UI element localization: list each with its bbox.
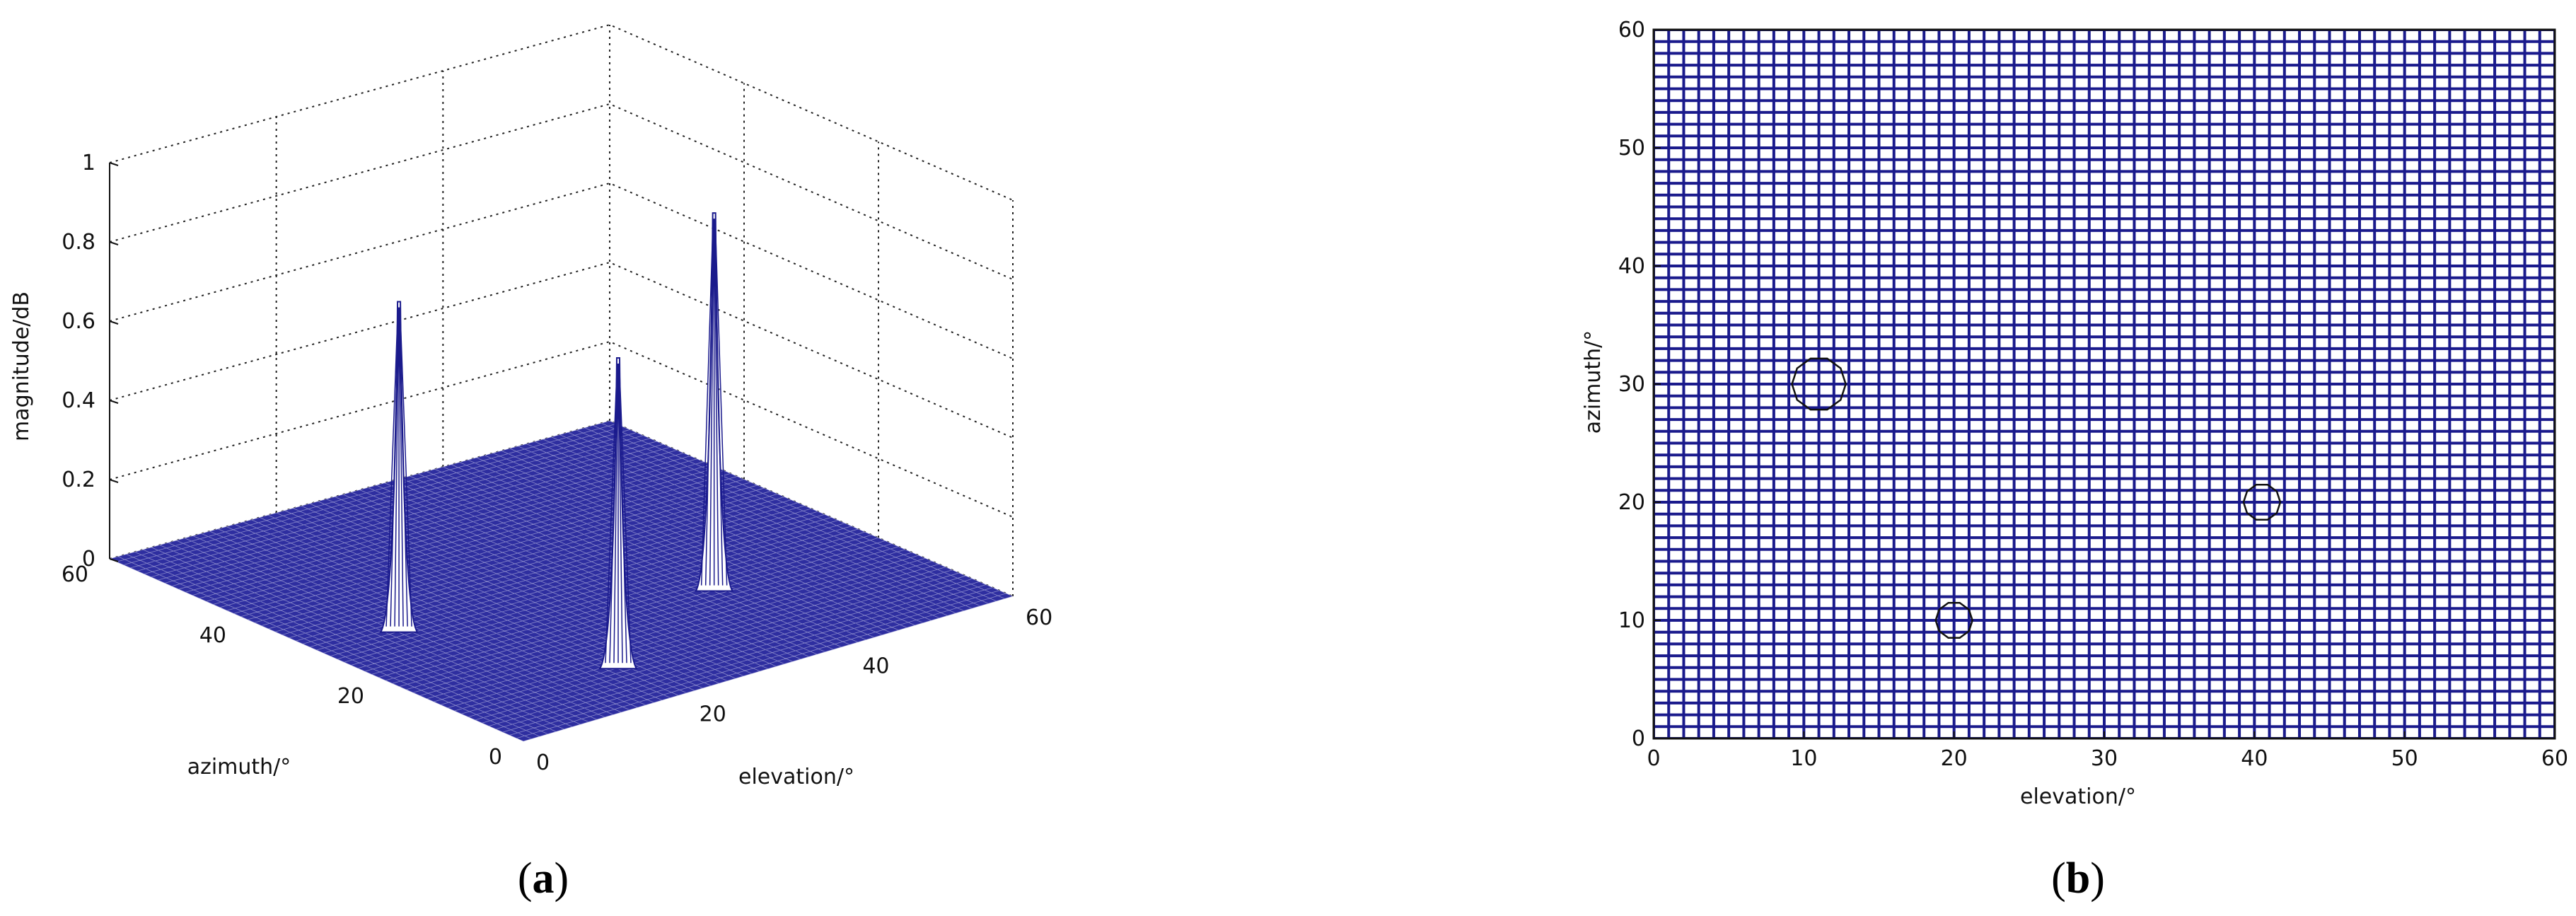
peak-mesh: [605, 363, 632, 663]
z-tick: [109, 241, 119, 245]
x-tick-label: 20: [337, 684, 364, 709]
z-tick-label: 0.8: [62, 230, 95, 255]
wall-grid-line-z: [109, 340, 1014, 518]
z-tick-label: 0.2: [62, 468, 95, 492]
markers-b: [1791, 357, 2282, 639]
y-axis-label-b: azimuth/°: [1581, 330, 1606, 434]
x-tick-label-b: 20: [1941, 746, 1968, 771]
y-tick-label: 20: [700, 702, 726, 727]
surface-floor: [110, 421, 1013, 741]
wall-grid-line-z: [109, 23, 1014, 201]
x-tick-label-b: 0: [1647, 746, 1660, 771]
y-tick-label-b: 30: [1618, 372, 1645, 397]
y-tick-label-b: 60: [1618, 18, 1645, 42]
x-tick-label: 60: [62, 562, 88, 587]
surface-peaks-a: [379, 212, 734, 670]
y-tick-label-b: 20: [1618, 490, 1645, 515]
z-tick: [109, 479, 119, 483]
x-tick-label-b: 10: [1790, 746, 1817, 771]
x-tick-label: 40: [199, 623, 226, 648]
x-tick-label-b: 60: [2541, 746, 2568, 771]
z-tick-label: 0.6: [62, 309, 95, 334]
surface-peak: [694, 212, 734, 592]
plot-area-b: [1654, 30, 2555, 738]
y-tick-label: 0: [536, 750, 550, 775]
z-tick: [109, 320, 119, 325]
y-tick-label: 60: [1026, 605, 1052, 630]
target-marker: [2242, 484, 2282, 521]
x-axis-label-a: azimuth/°: [187, 755, 291, 779]
z-axis-label-a: magnitude/dB: [9, 291, 34, 441]
z-tick: [109, 558, 119, 562]
target-marker: [1934, 602, 1973, 639]
ticks-b: 0 10 20 30 40 50 60 0 10 20 30 40 50 60: [1618, 18, 2568, 771]
wall-grid-line-z: [109, 103, 1014, 280]
x-axis-label-b: elevation/°: [2020, 784, 2136, 809]
z-tick: [109, 400, 119, 404]
panel-b-caption: (b): [2051, 854, 2105, 903]
z-tick: [109, 162, 119, 166]
y-axis-label-a: elevation/°: [738, 765, 854, 789]
y-tick-label-b: 40: [1618, 254, 1645, 279]
y-tick-label-b: 50: [1618, 136, 1645, 161]
peak-mesh: [385, 307, 412, 627]
y-tick-label-b: 0: [1632, 726, 1645, 751]
z-tick-label: 1: [82, 151, 95, 175]
x-tick-label-b: 30: [2091, 746, 2118, 771]
surface-mesh-a: [109, 420, 1014, 742]
panel-a-letter: a: [533, 854, 555, 903]
target-marker: [1791, 357, 1847, 411]
z-tick-label: 0.4: [62, 388, 95, 413]
panel-a-caption: (a): [518, 854, 569, 903]
z-tick-label: 0: [82, 547, 95, 572]
y-tick-label: 40: [862, 654, 889, 678]
surface-peak: [598, 357, 638, 670]
panel-b-letter: b: [2066, 854, 2090, 903]
peak-mesh: [700, 219, 728, 586]
wall-grid-line-z: [109, 182, 1014, 359]
surface-peak: [379, 301, 419, 633]
x-tick-label: 0: [489, 745, 502, 770]
y-tick-label-b: 10: [1618, 608, 1645, 633]
wall-grid-line-z: [109, 261, 1014, 439]
x-tick-label-b: 40: [2241, 746, 2268, 771]
x-tick-label-b: 50: [2391, 746, 2418, 771]
axes-box-a: [109, 23, 1014, 597]
panel-b-heatmap: 0 10 20 30 40 50 60 0 10 20 30 40 50 60 elevation/° a…: [1581, 18, 2568, 903]
